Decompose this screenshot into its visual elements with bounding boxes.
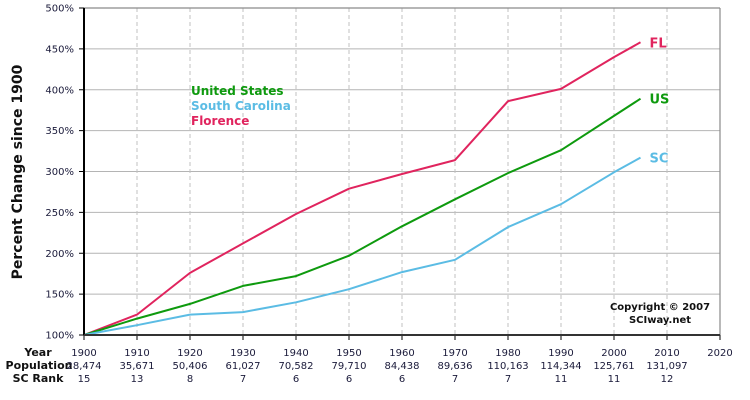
- end-label-sc: SC: [650, 152, 669, 167]
- gridlines: [84, 7, 720, 335]
- population-cell: 35,671: [120, 361, 155, 372]
- x-tick-label: 1920: [177, 348, 202, 359]
- series-lines: [83, 41, 642, 336]
- y-tick-label: 150%: [45, 290, 74, 301]
- legend-entry: Florence: [191, 114, 249, 128]
- y-tick-label: 200%: [45, 249, 74, 260]
- y-tick-label: 300%: [45, 167, 74, 178]
- x-tick-label: 1940: [283, 348, 308, 359]
- y-tick-label: 250%: [45, 208, 74, 219]
- sc-rank-cell: 6: [346, 374, 352, 385]
- sc-rank-cell: 7: [505, 374, 511, 385]
- population-cell: 125,761: [593, 361, 634, 372]
- y-tick-label: 100%: [45, 331, 74, 342]
- y-tick-label: 400%: [45, 85, 74, 96]
- y-tick-label: 500%: [45, 4, 74, 15]
- population-cell: 84,438: [385, 361, 420, 372]
- sc-rank-cell: 6: [399, 374, 405, 385]
- x-tick-label: 1910: [124, 348, 149, 359]
- table-row-header: Population: [6, 359, 73, 372]
- end-label-fl: FL: [650, 36, 667, 51]
- table-row-header: SC Rank: [13, 372, 65, 385]
- x-tick-label: 1980: [495, 348, 520, 359]
- population-cell: 114,344: [540, 361, 581, 372]
- legend-entry: United States: [191, 84, 284, 98]
- sc-rank-cell: 7: [240, 374, 246, 385]
- sc-rank-cell: 12: [661, 374, 674, 385]
- x-tick-label: 1970: [442, 348, 467, 359]
- population-cell: 110,163: [487, 361, 528, 372]
- x-tick-label: 2000: [601, 348, 626, 359]
- series-line-us: [83, 97, 642, 336]
- sc-rank-cell: 7: [452, 374, 458, 385]
- population-cell: 131,097: [646, 361, 687, 372]
- copyright-line-2: SCIway.net: [629, 315, 691, 326]
- x-tick-label: 1900: [71, 348, 96, 359]
- sc-rank-cell: 11: [555, 374, 568, 385]
- y-axis-label: Percent Change since 1900: [10, 64, 26, 279]
- series-line-sc: [83, 156, 641, 336]
- table-row-header: Year: [23, 346, 52, 359]
- sc-rank-cell: 13: [131, 374, 144, 385]
- population-cell: 79,710: [332, 361, 367, 372]
- x-tick-label: 1930: [230, 348, 255, 359]
- series-end-labels: FL US SC: [650, 36, 670, 166]
- sc-rank-cell: 11: [608, 374, 621, 385]
- population-cell: 50,406: [173, 361, 208, 372]
- series-line-fl: [83, 41, 641, 336]
- sc-rank-cell: 8: [187, 374, 193, 385]
- population-cell: 89,636: [438, 361, 473, 372]
- x-tick-label: 1950: [336, 348, 361, 359]
- x-tick-label: 1960: [389, 348, 414, 359]
- x-tick-label: 1990: [548, 348, 573, 359]
- x-tick-label: 2020: [707, 348, 732, 359]
- population-cell: 28,474: [67, 361, 102, 372]
- legend-entry: South Carolina: [191, 99, 291, 113]
- population-cell: 70,582: [279, 361, 314, 372]
- x-tick-label: 2010: [654, 348, 679, 359]
- sc-rank-cell: 6: [293, 374, 299, 385]
- y-tick-label: 350%: [45, 126, 74, 137]
- y-tick-label: 450%: [45, 44, 74, 55]
- copyright-line-1: Copyright © 2007: [610, 302, 710, 313]
- y-axis-ticks: 100% 150% 200% 250% 300% 350% 400% 450% 500%: [45, 4, 84, 342]
- sc-rank-cell: 15: [78, 374, 91, 385]
- end-label-us: US: [650, 93, 670, 108]
- population-cell: 61,027: [226, 361, 261, 372]
